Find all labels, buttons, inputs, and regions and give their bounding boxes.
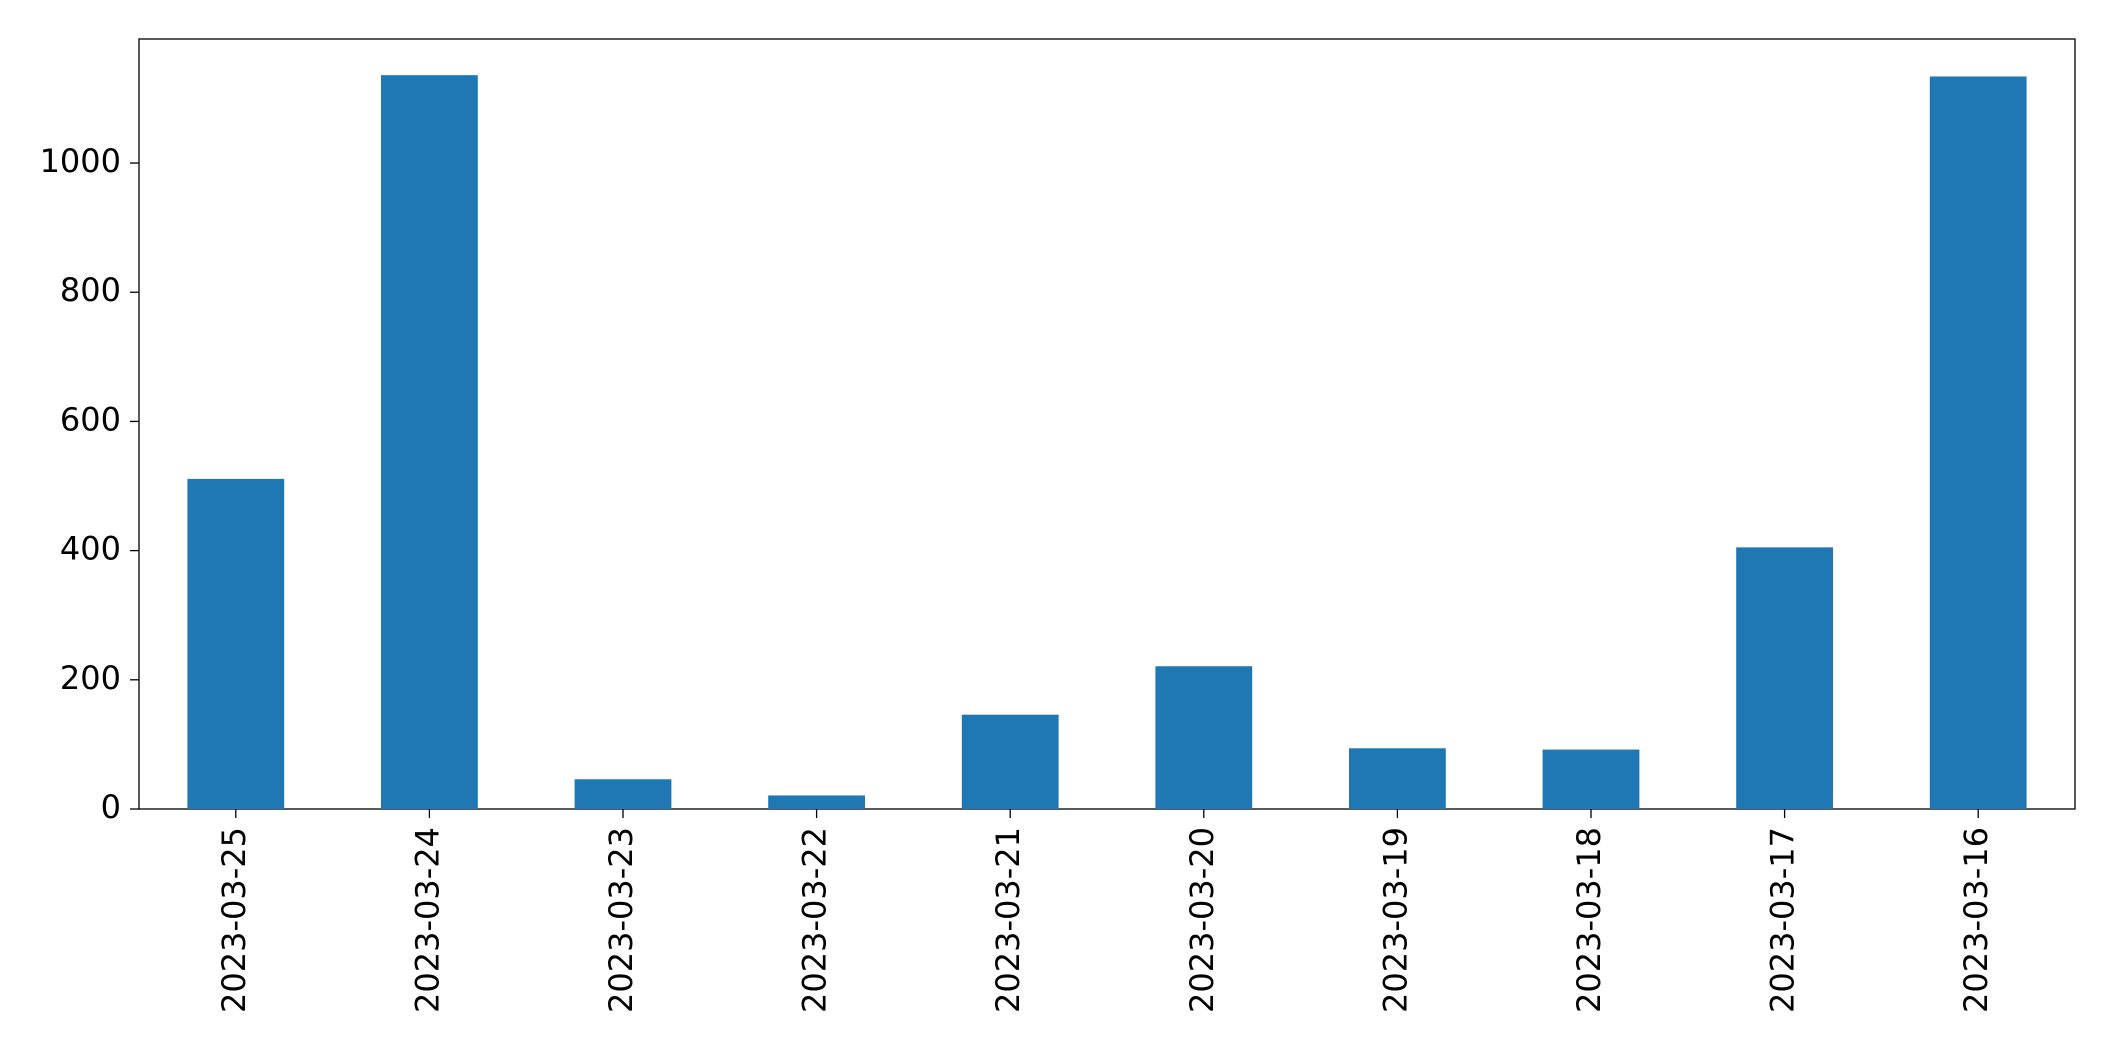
bar — [1929, 76, 2027, 810]
x-tick-label: 2023-03-18 — [1570, 827, 1608, 1013]
x-tick-label: 2023-03-20 — [1183, 827, 1221, 1013]
x-tick-label: 2023-03-17 — [1764, 827, 1802, 1013]
bar — [1155, 666, 1253, 809]
axes-frame — [138, 38, 2076, 810]
bar — [768, 795, 865, 809]
y-tick-label: 400 — [60, 530, 121, 568]
bar — [961, 714, 1059, 809]
y-tick-label: 1000 — [40, 142, 121, 180]
bar — [1542, 749, 1640, 809]
bar — [1349, 748, 1446, 809]
bar — [1736, 547, 1833, 809]
x-tick-label: 2023-03-24 — [408, 827, 446, 1013]
x-tick-label: 2023-03-16 — [1957, 827, 1995, 1013]
y-tick-label: 0 — [101, 788, 121, 826]
bar — [187, 478, 285, 809]
bar — [381, 75, 478, 809]
x-tick-label: 2023-03-22 — [796, 827, 834, 1013]
x-tick-label: 2023-03-25 — [215, 827, 253, 1013]
y-tick-label: 200 — [60, 659, 121, 697]
x-tick-label: 2023-03-19 — [1376, 827, 1414, 1013]
x-tick-label: 2023-03-21 — [989, 827, 1027, 1013]
bar — [574, 779, 672, 809]
y-tick-label: 600 — [60, 400, 121, 438]
y-tick-label: 800 — [60, 271, 121, 309]
x-tick-label: 2023-03-23 — [602, 827, 640, 1013]
